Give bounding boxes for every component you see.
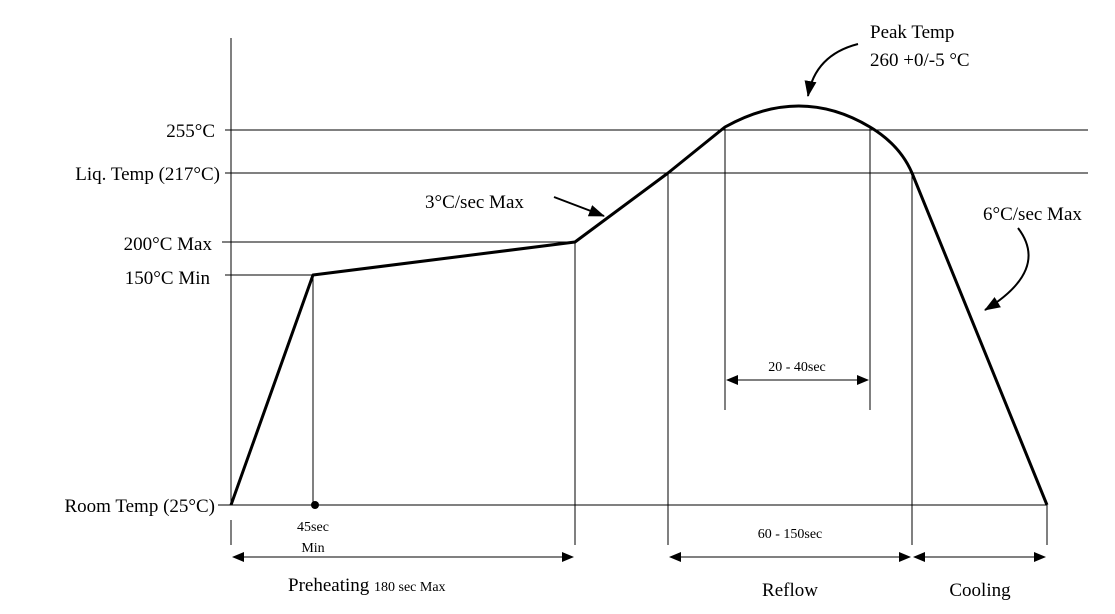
dimension-arrows <box>232 375 1046 562</box>
profile-curve <box>229 104 1049 506</box>
y-label: 255°C <box>166 121 215 142</box>
phase-label: Preheating 180 sec Max <box>288 575 446 596</box>
y-label: Liq. Temp (217°C) <box>75 164 220 185</box>
grid-lines <box>218 38 1088 545</box>
interval-label: 20 - 40sec <box>768 360 826 375</box>
ramp-up-label: 3°C/sec Max <box>425 192 524 213</box>
peak-value: 260 +0/-5 °C <box>870 50 970 71</box>
phase-label: Reflow <box>762 580 818 601</box>
peak-title: Peak Temp <box>870 22 954 43</box>
phase-limit: 180 sec Max <box>374 580 446 595</box>
phase-name: Preheating <box>288 575 370 596</box>
dwell-label: Min <box>301 541 324 556</box>
dwell-point <box>311 501 319 509</box>
dwell-time: 45sec <box>297 520 329 535</box>
phase-label: Cooling <box>949 580 1011 601</box>
interval-label: 60 - 150sec <box>758 527 823 542</box>
ramp-down-label: 6°C/sec Max <box>983 204 1082 225</box>
y-label: Room Temp (25°C) <box>64 496 215 517</box>
y-label: 200°C Max <box>124 234 213 255</box>
callout-arrows <box>553 43 1030 311</box>
y-label: 150°C Min <box>125 268 211 289</box>
